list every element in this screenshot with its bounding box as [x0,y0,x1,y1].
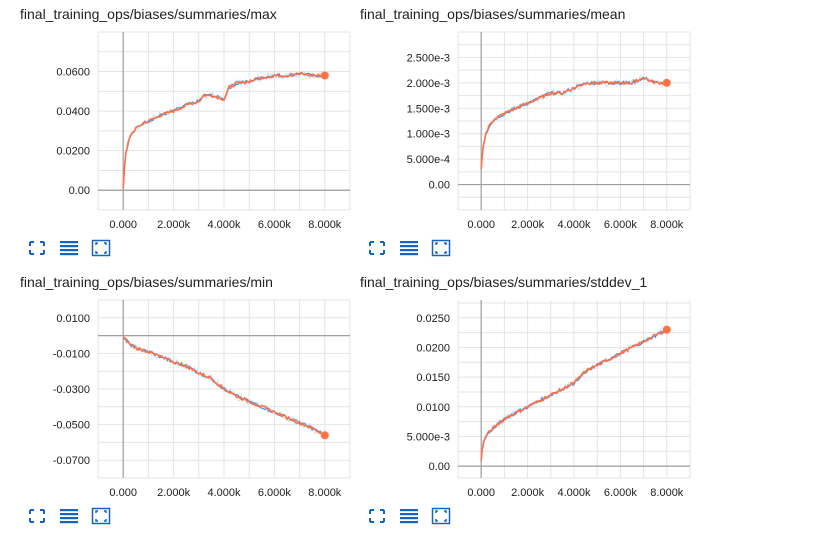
fit-domain-button[interactable] [430,506,452,526]
y-tick-label: 2.000e-3 [407,78,450,90]
list-icon [400,241,418,256]
series-line [122,335,326,438]
x-tick-label: 4.000k [557,487,591,499]
grid [97,31,351,211]
chart-card-mean: final_training_ops/biases/summaries/mean… [358,0,708,265]
y-tick-label: 1.500e-3 [407,103,450,115]
series-line [122,71,326,189]
expand-icon [369,509,385,523]
y-tick-label: -0.0100 [53,348,90,360]
x-tick-label: 8.000k [308,487,342,499]
fit-domain-icon [431,239,451,257]
x-tick-label: 4.000k [207,219,241,231]
list-icon [400,509,418,524]
expand-icon [29,241,45,255]
chart-card-stddev: final_training_ops/biases/summaries/stdd… [358,268,708,533]
fit-domain-icon [431,507,451,525]
chart-card-min: final_training_ops/biases/summaries/min … [0,268,351,533]
y-tick-label: 0.0600 [56,67,90,79]
y-tick-label: 0.0100 [416,402,450,414]
y-tick-label: -0.0500 [53,420,90,432]
expand-button[interactable] [366,238,388,258]
chart-title: final_training_ops/biases/summaries/max [20,6,277,22]
x-tick-label: 4.000k [207,487,241,499]
grid [457,31,691,211]
x-tick-label: 0.000 [467,219,495,231]
expand-icon [369,241,385,255]
series-underlay-line [122,72,326,188]
x-tick-label: 2.000k [511,219,545,231]
toggle-log-scale-button[interactable] [398,506,420,526]
y-tick-label: 5.000e-4 [407,154,450,166]
toggle-log-scale-button[interactable] [58,506,80,526]
y-tick-label: 0.00 [69,185,90,197]
series-line [480,77,668,169]
line-chart-max[interactable]: 0.00 0.0200 0.0400 0.0600 0.000 2.000k 4.000k 6… [0,24,351,236]
x-tick-label: 0.000 [109,487,137,499]
chart-toolbar [26,506,112,526]
toggle-log-scale-button[interactable] [398,238,420,258]
y-tick-label: 0.0400 [56,106,90,118]
chart-toolbar [366,506,452,526]
expand-icon [29,509,45,523]
y-tick-label: 0.0200 [416,342,450,354]
series-raw-line [122,70,326,189]
x-tick-label: 0.000 [467,487,495,499]
x-tick-label: 6.000k [604,219,638,231]
chart-title: final_training_ops/biases/summaries/min [20,274,273,290]
line-chart-stddev[interactable]: 0.00 5.000e-3 0.0100 0.0150 0.0200 0.0250 0.00… [358,292,708,504]
y-tick-label: 0.00 [429,180,450,192]
x-tick-label: 6.000k [258,219,292,231]
x-tick-label: 6.000k [604,487,638,499]
list-icon [60,241,78,256]
line-chart-min[interactable]: 0.0100 -0.0100 -0.0300 -0.0500 -0.0700 0.000 2… [0,292,351,504]
grid [457,300,691,479]
y-tick-label: 0.0100 [56,313,90,325]
x-tick-label: 8.000k [650,219,684,231]
chart-toolbar [366,238,452,258]
y-tick-label: 5.000e-3 [407,431,450,443]
fit-domain-button[interactable] [90,506,112,526]
expand-button[interactable] [366,506,388,526]
series-line [480,328,668,461]
x-tick-label: 8.000k [650,487,684,499]
chart-toolbar [26,238,112,258]
y-tick-label: 0.00 [429,461,450,473]
line-chart-mean[interactable]: 0.00 5.000e-4 1.000e-3 1.500e-3 2.000e-3 2.50… [358,24,708,236]
chart-card-max: final_training_ops/biases/summaries/max … [0,0,351,265]
x-tick-label: 2.000k [157,487,191,499]
fit-domain-icon [91,507,111,525]
y-tick-label: 1.000e-3 [407,129,450,141]
x-tick-label: 8.000k [308,219,342,231]
chart-title: final_training_ops/biases/summaries/mean [360,6,626,22]
y-tick-label: -0.0300 [53,384,90,396]
toggle-log-scale-button[interactable] [58,238,80,258]
series-endpoint-marker [662,78,671,87]
x-tick-label: 6.000k [258,487,292,499]
list-icon [60,509,78,524]
y-tick-label: 0.0250 [416,313,450,325]
x-tick-label: 0.000 [109,219,137,231]
x-tick-label: 2.000k [157,219,191,231]
fit-domain-icon [91,239,111,257]
expand-button[interactable] [26,238,48,258]
y-tick-label: -0.0700 [53,455,90,467]
series-endpoint-marker [320,431,329,440]
x-tick-label: 2.000k [511,487,545,499]
x-tick-label: 4.000k [557,219,591,231]
fit-domain-button[interactable] [430,238,452,258]
y-tick-label: 2.500e-3 [407,52,450,64]
y-tick-label: 0.0150 [416,372,450,384]
fit-domain-button[interactable] [90,238,112,258]
series-endpoint-marker [320,71,329,80]
expand-button[interactable] [26,506,48,526]
series-endpoint-marker [662,325,671,334]
y-tick-label: 0.0200 [56,146,90,158]
chart-title: final_training_ops/biases/summaries/stdd… [360,274,648,290]
